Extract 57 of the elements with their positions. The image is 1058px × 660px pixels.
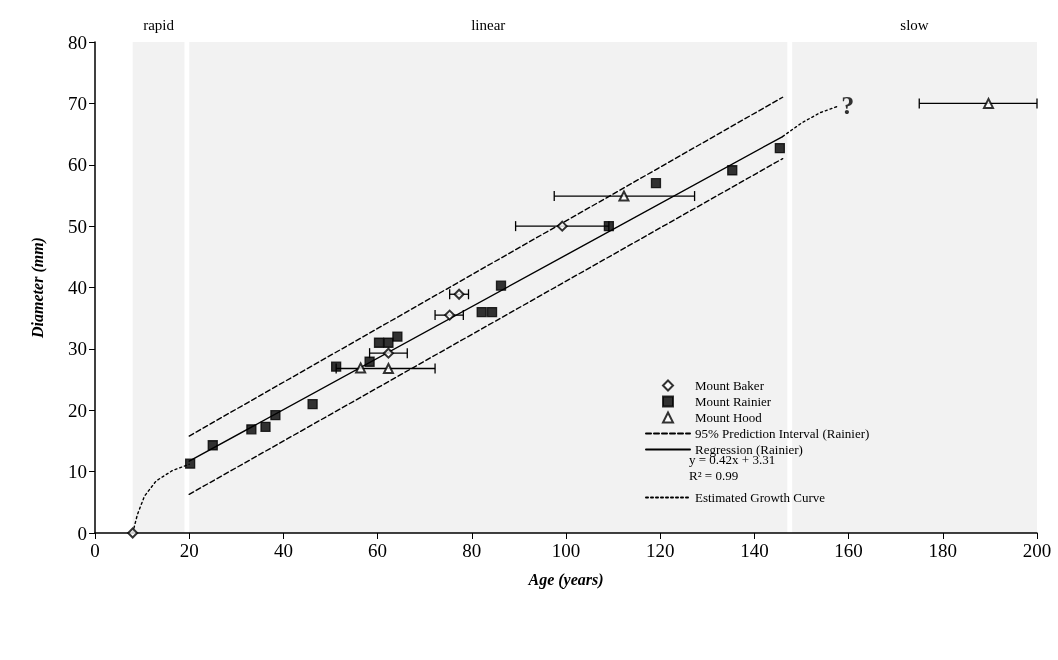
legend-label: Mount Hood <box>695 410 763 425</box>
point <box>453 288 465 300</box>
point <box>270 410 281 421</box>
point <box>307 398 318 410</box>
x-axis-title: Age (years) <box>527 570 604 589</box>
band-label: rapid <box>143 16 175 33</box>
y-tick-label: 80 <box>68 31 87 53</box>
legend-label: Estimated Growth Curve <box>695 490 826 505</box>
point <box>382 347 394 359</box>
point <box>127 527 139 539</box>
legend-label: Mount Rainier <box>695 394 772 409</box>
y-tick-label: 40 <box>68 277 87 298</box>
x-tick-label: 80 <box>462 540 482 561</box>
y-tick-label: 60 <box>68 154 87 176</box>
x-tick-label: 200 <box>1022 540 1052 561</box>
y-tick-label: 50 <box>68 215 87 237</box>
legend-label: 95% Prediction Interval (Rainier) <box>695 426 870 441</box>
x-tick-label: 180 <box>928 540 958 561</box>
x-tick-label: 100 <box>551 540 581 561</box>
legend-label: Mount Baker <box>695 378 765 393</box>
point <box>603 220 615 232</box>
point <box>495 280 507 291</box>
y-tick-label: 10 <box>68 461 87 483</box>
x-tick-label: 140 <box>740 540 769 561</box>
point <box>618 190 630 202</box>
point <box>184 458 196 469</box>
x-tick-label: 40 <box>273 540 293 561</box>
point <box>774 143 785 154</box>
x-tick-label: 0 <box>90 540 100 561</box>
point <box>727 165 738 176</box>
annotation: R² = 0.99 <box>689 468 739 483</box>
y-tick-label: 30 <box>68 338 87 360</box>
point <box>331 361 342 372</box>
point <box>650 178 662 189</box>
point <box>355 362 367 374</box>
point <box>383 337 394 348</box>
point <box>982 97 994 109</box>
band-label: linear <box>471 16 506 33</box>
annotation: ? <box>841 91 855 121</box>
point <box>364 356 375 367</box>
point <box>246 424 257 435</box>
x-tick-label: 20 <box>179 540 199 561</box>
y-tick-label: 20 <box>68 399 87 421</box>
point <box>556 220 568 232</box>
x-tick-label: 120 <box>645 540 675 561</box>
point <box>392 331 403 342</box>
point <box>476 306 487 318</box>
y-tick-label: 0 <box>77 522 87 544</box>
x-tick-label: 60 <box>368 540 388 561</box>
point <box>260 421 271 432</box>
point <box>207 440 218 451</box>
point <box>444 309 456 321</box>
point <box>486 306 498 318</box>
y-axis-title: Diameter (mm) <box>28 237 47 339</box>
x-tick-label: 160 <box>834 540 863 561</box>
band-label: slow <box>900 16 929 33</box>
y-tick-label: 70 <box>68 92 87 114</box>
